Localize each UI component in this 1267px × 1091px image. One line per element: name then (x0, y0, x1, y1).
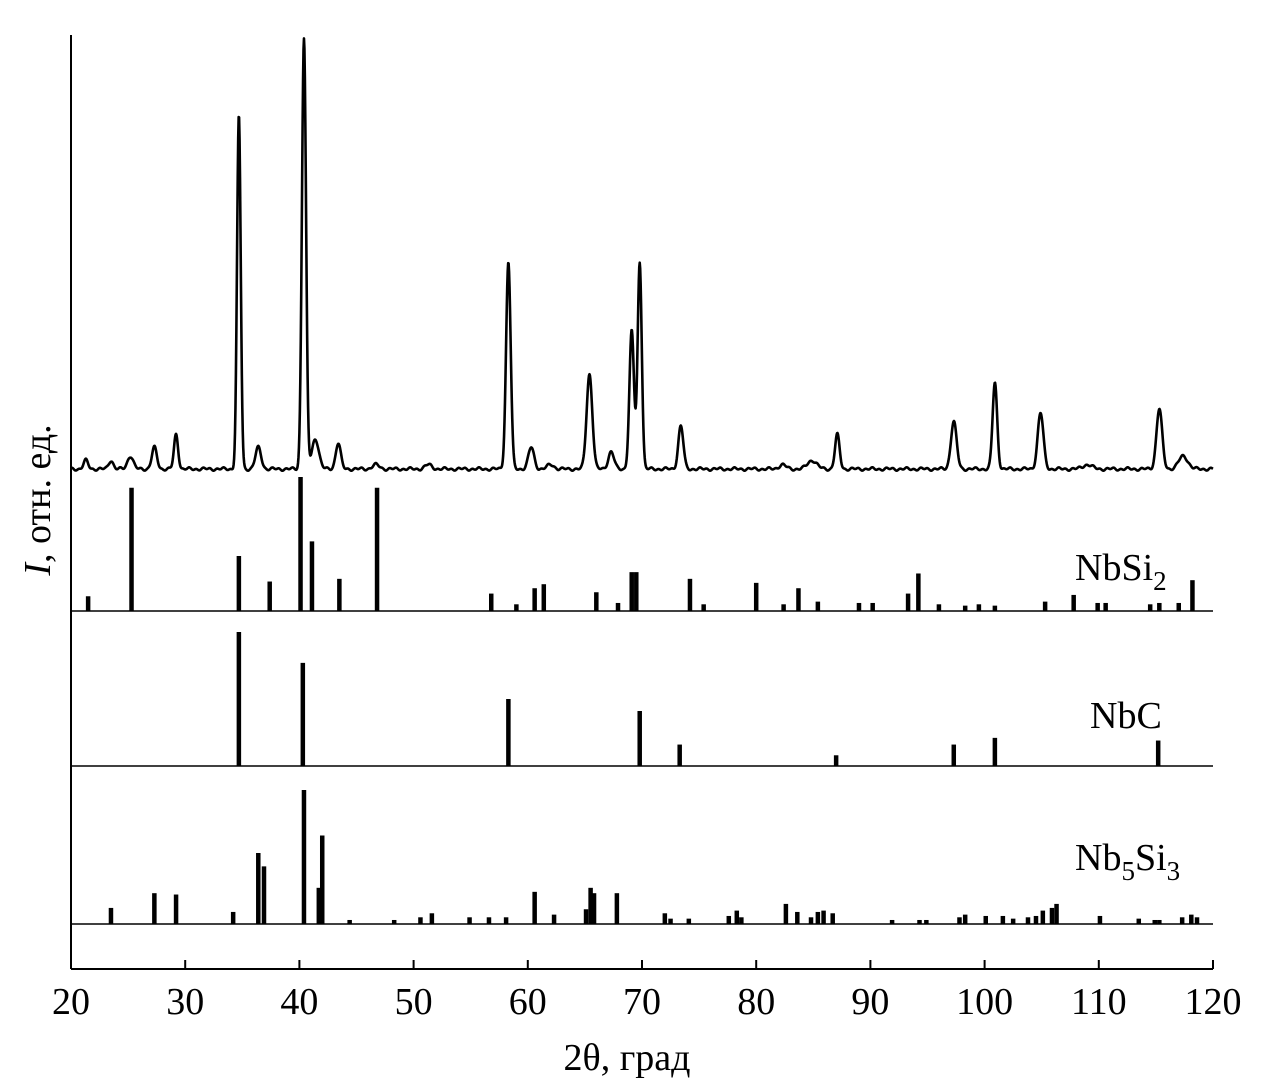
nb5si3-reference-lines (108, 790, 1200, 924)
x-tick-label: 100 (956, 981, 1013, 1023)
x-tick-label: 110 (1071, 981, 1127, 1023)
x-tick-label: 40 (280, 981, 318, 1023)
x-tick-label: 120 (1185, 981, 1242, 1023)
x-tick-label: 80 (737, 981, 775, 1023)
x-tick-label: 90 (851, 981, 889, 1023)
x-tick-label: 50 (395, 981, 433, 1023)
x-tick-label: 60 (509, 981, 547, 1023)
phase-label-nb5si3: Nb5Si3 (1075, 837, 1180, 886)
x-tick-label: 20 (52, 981, 90, 1023)
measured-pattern-line (70, 37, 1214, 473)
x-tick-label: 30 (166, 981, 204, 1023)
x-tick-labels: 20 30 40 50 60 70 80 90 100 110 120 (52, 981, 1242, 1023)
y-axis-label: I, отн. ед. (17, 424, 59, 576)
phase-label-nbc: NbC (1090, 695, 1162, 737)
x-tick-label: 70 (623, 981, 661, 1023)
phase-label-nbsi2: NbSi2 (1075, 547, 1167, 596)
x-ticks (70, 960, 1214, 969)
nbsi2-reference-lines (85, 477, 1195, 611)
x-axis-label: 2θ, град (564, 1037, 691, 1079)
nbc-reference-lines (236, 632, 1161, 766)
